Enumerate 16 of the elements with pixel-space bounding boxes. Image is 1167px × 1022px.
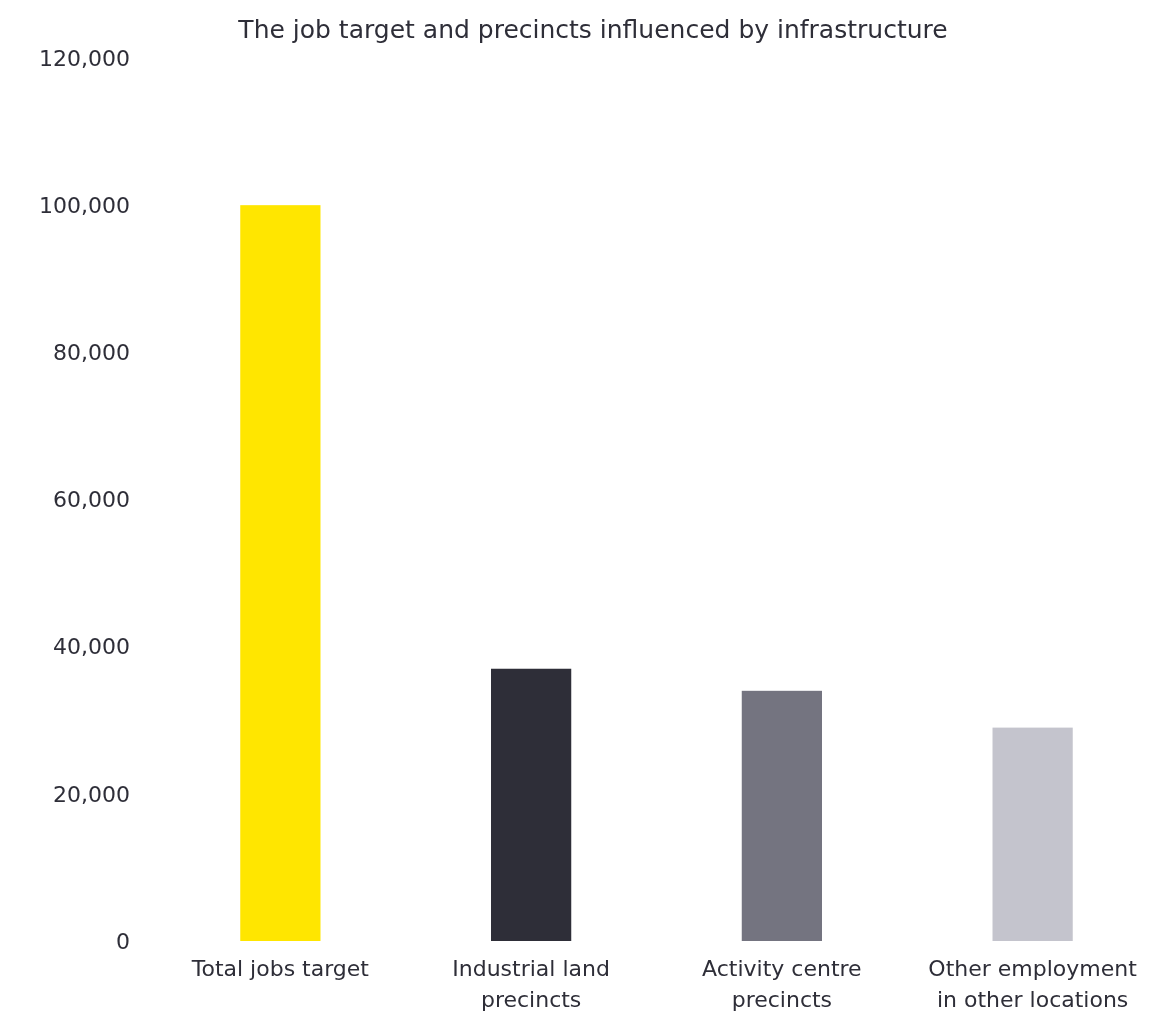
x-tick-label: Total jobs target (190, 956, 370, 981)
chart-title: The job target and precincts influenced by infrastructure (237, 15, 948, 44)
x-tick-label: Industrial land precincts (452, 956, 610, 1012)
y-tick-label: 120,000 (39, 45, 130, 71)
y-tick-label: 100,000 (39, 192, 130, 218)
y-tick-label: 20,000 (53, 781, 130, 807)
x-tick-label: Activity centre precincts (702, 956, 862, 1012)
bar (491, 668, 572, 941)
y-tick-label: 80,000 (53, 340, 130, 366)
y-tick-label: 0 (116, 928, 130, 954)
bar (240, 205, 321, 941)
bar (741, 690, 822, 941)
y-tick-label: 60,000 (53, 487, 130, 513)
bar (992, 727, 1073, 941)
y-tick-label: 40,000 (53, 634, 130, 660)
x-tick-label: Other employment in other locations (928, 956, 1138, 1012)
